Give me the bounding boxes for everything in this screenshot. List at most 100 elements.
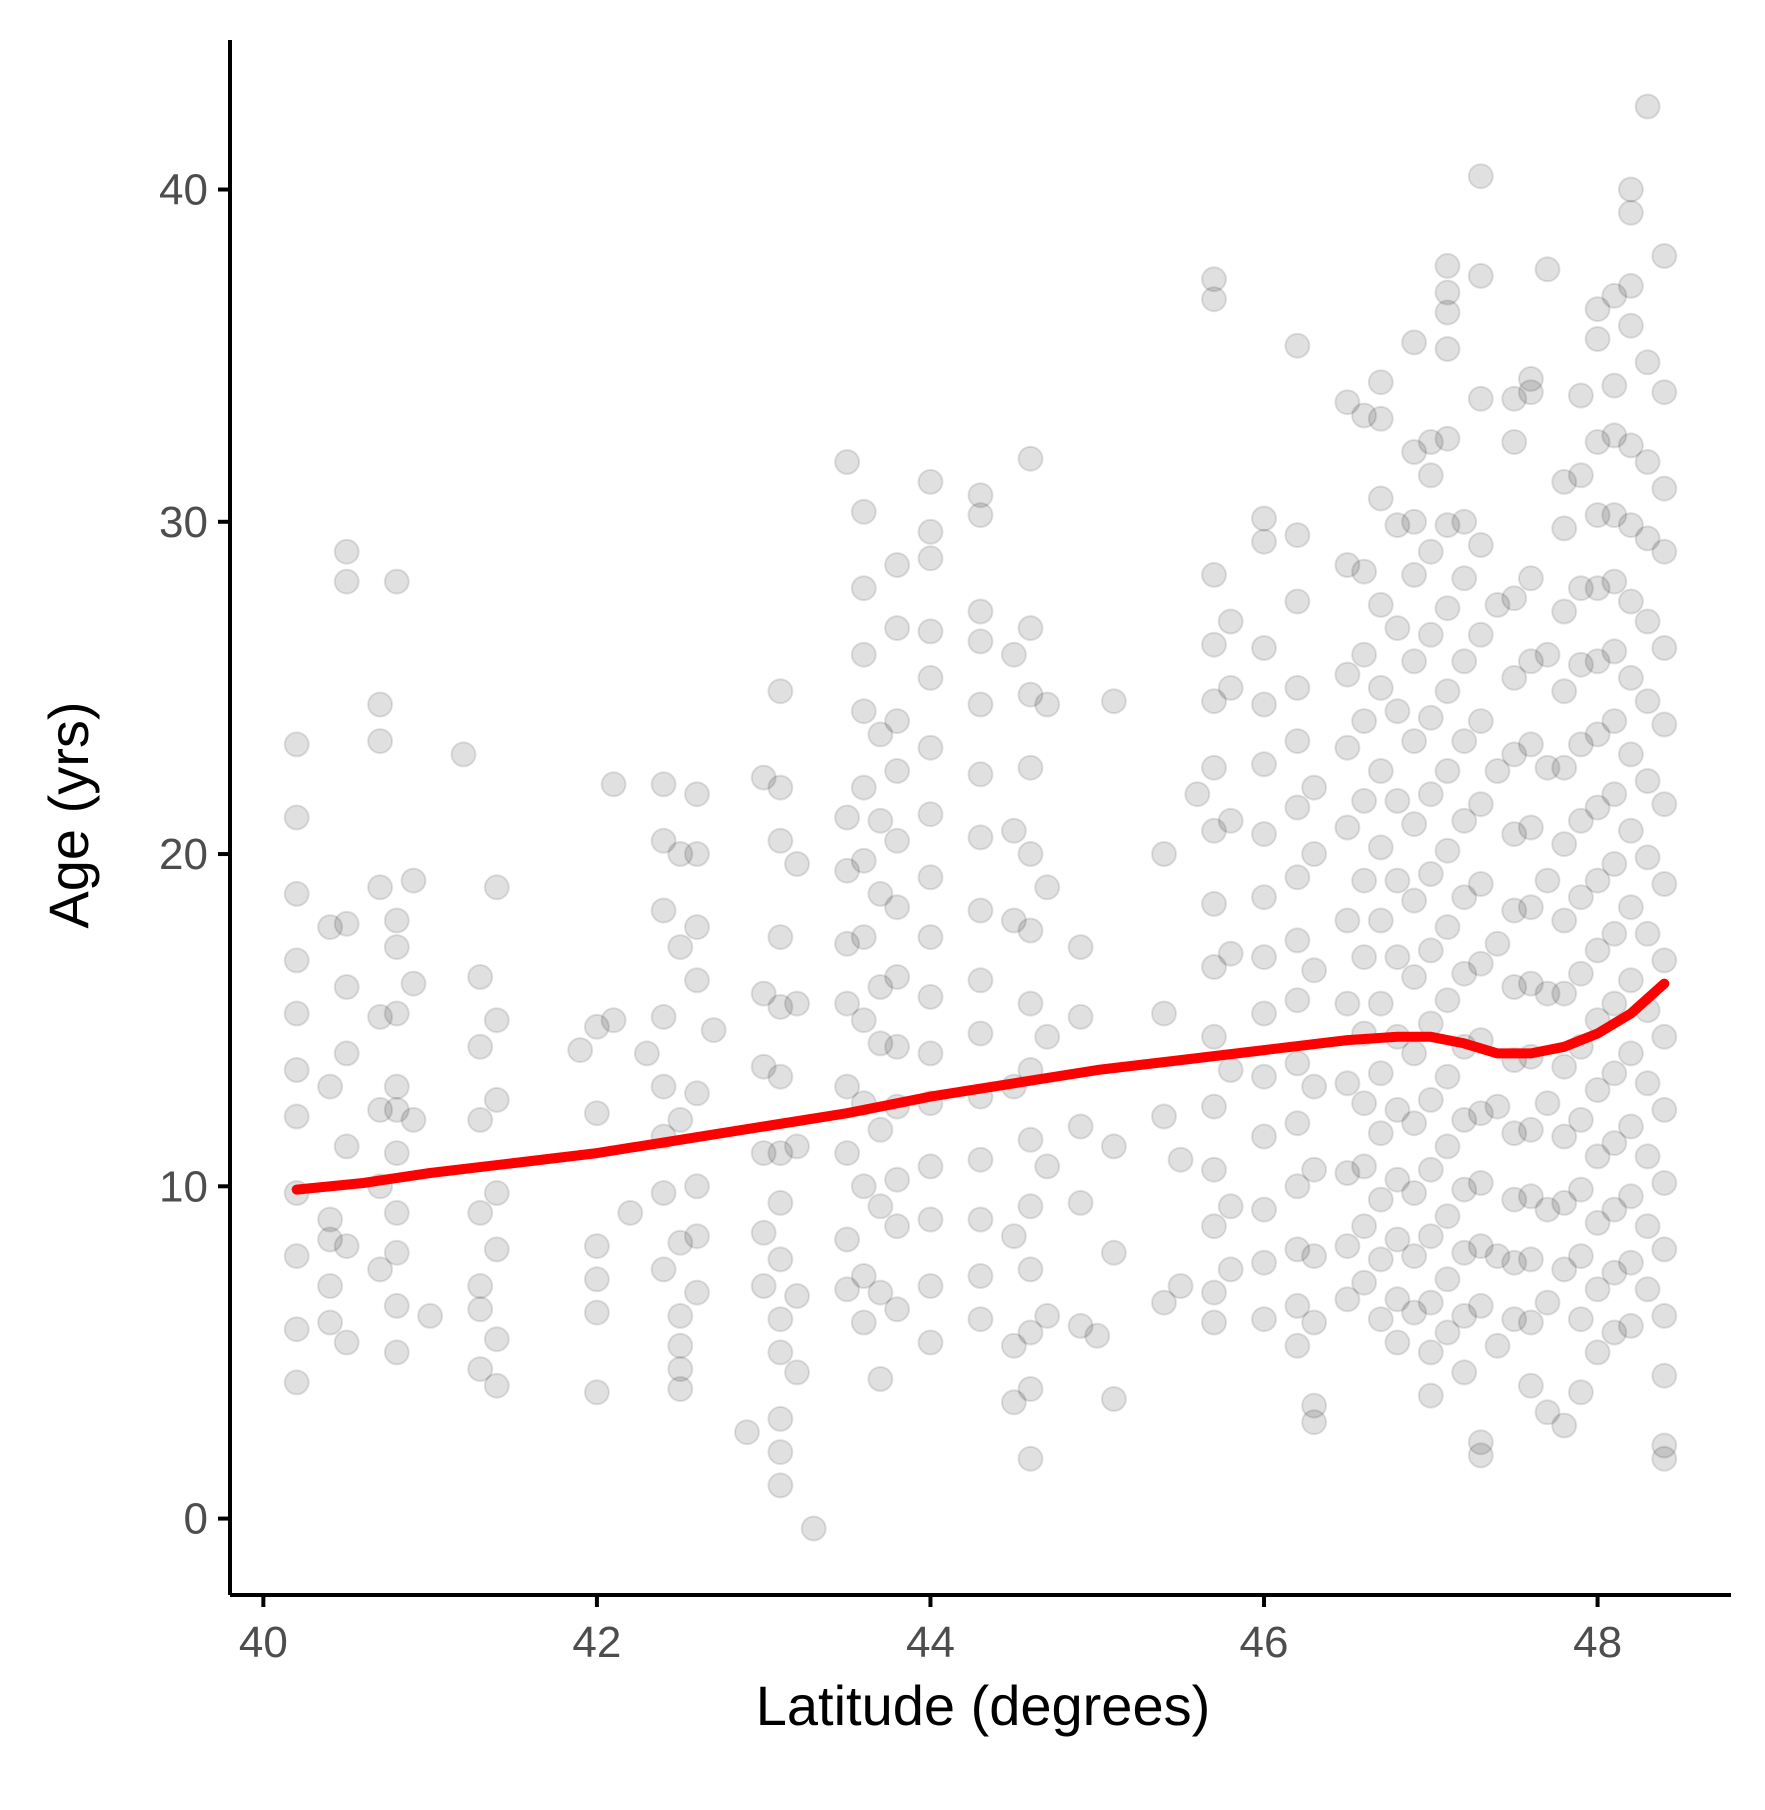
data-point [1367,1186,1394,1213]
data-point [917,1040,944,1067]
data-point [967,1306,994,1333]
data-point [333,1133,360,1160]
data-point [1251,1306,1277,1333]
data-point [667,1302,694,1329]
data-point [1284,1332,1311,1359]
data-point [767,1306,794,1333]
data-point [1451,508,1478,535]
data-point [1017,445,1044,472]
data-point [1651,475,1678,502]
data-point [1334,734,1361,761]
data-point [650,1256,677,1283]
data-point [1034,874,1061,901]
data-point [1417,1339,1444,1366]
data-point [1284,927,1311,954]
data-point [1401,1180,1428,1206]
data-point [1451,1239,1478,1266]
data-point [884,552,911,578]
data-point [1467,950,1494,977]
data-point [684,1080,710,1107]
data-point [1567,1379,1594,1406]
data-point [333,974,360,1000]
data-point [1617,817,1644,844]
data-point [750,1053,777,1080]
data-point [283,1103,310,1130]
data-point [1251,528,1277,555]
data-point [1434,837,1461,864]
data-point [1451,565,1478,592]
data-point [1584,937,1611,964]
data-point [1417,621,1444,648]
data-point [1651,947,1678,974]
data-point [650,771,677,798]
data-point [1284,987,1311,1014]
data-point [967,1020,994,1047]
data-point [917,545,944,572]
data-point [1401,439,1428,465]
data-point [967,1146,994,1173]
data-point [1501,1306,1528,1333]
data-point [1334,907,1361,934]
data-point [1334,1070,1361,1097]
data-point [1584,721,1611,748]
data-point [967,598,994,625]
data-point [1301,1243,1328,1270]
data-point [1334,814,1361,841]
data-point [283,804,310,831]
data-point [884,758,911,784]
data-point [1201,1156,1227,1183]
x-tick-label: 44 [906,1618,955,1667]
data-point [750,1273,777,1299]
data-point [1601,568,1628,595]
data-point [1251,944,1277,971]
data-point [1601,1130,1628,1157]
data-point [750,1140,777,1167]
data-point [283,947,310,974]
data-point [1651,1096,1678,1123]
data-point [1401,1110,1428,1137]
data-point [1201,1213,1227,1240]
data-point [850,498,877,525]
data-point [383,907,410,934]
data-point [1434,1203,1461,1230]
data-point [1617,894,1644,921]
data-point [1084,1322,1111,1349]
data-point [1517,731,1544,758]
data-point [650,827,677,854]
data-point [1201,688,1227,715]
data-point [967,967,994,994]
data-point [1367,1120,1394,1147]
data-point [483,1086,510,1113]
data-point [884,708,911,735]
data-point [1634,768,1661,794]
data-point [767,1140,794,1167]
data-point [1151,1103,1177,1130]
data-point [367,874,394,901]
data-point [1367,1306,1394,1333]
data-point [1634,349,1661,376]
data-point [850,1263,877,1289]
data-point [1384,698,1411,725]
data-point [1401,1243,1428,1270]
data-point [283,1369,310,1396]
data-point [1484,930,1511,957]
data-point [1401,508,1428,535]
data-point [1201,266,1227,293]
data-point [1201,890,1227,917]
data-point [1034,1153,1061,1180]
data-point [467,964,494,990]
data-point [1617,1312,1644,1339]
data-point [1201,754,1227,781]
data-point [1251,1000,1277,1027]
data-point [1000,907,1027,934]
data-point [1467,262,1494,289]
data-point [884,827,911,854]
data-point [333,568,360,595]
data-point [1517,1116,1544,1143]
data-point [467,1296,494,1323]
data-point [1217,1193,1244,1220]
data-point [333,538,360,565]
data-point [1017,615,1044,642]
data-point [667,841,694,867]
x-tick-label: 48 [1573,1618,1622,1667]
